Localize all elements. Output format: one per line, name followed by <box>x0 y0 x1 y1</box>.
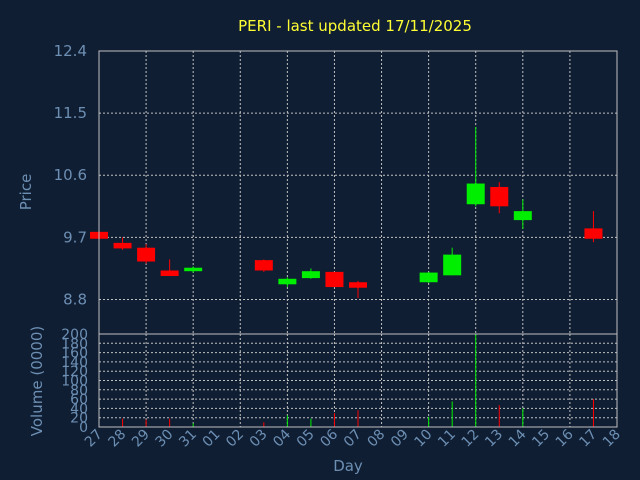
day-tick-label: 29 <box>129 427 153 451</box>
candles <box>90 126 603 299</box>
chart-title: PERI - last updated 17/11/2025 <box>238 17 472 35</box>
volume-tick-label: 200 <box>61 327 88 343</box>
candle-body <box>513 211 532 221</box>
price-tick-labels: 12.4 11.5 10.6 9.7 8.8 <box>54 42 87 308</box>
candle-body <box>278 278 297 285</box>
day-tick-label: 08 <box>364 427 388 451</box>
day-tick-labels: 27 28 29 30 31 01 02 03 04 05 06 07 08 09 10 11 12 13 14 15… <box>82 426 624 450</box>
day-tick-label: 30 <box>153 427 177 451</box>
day-tick-label: 07 <box>341 427 365 451</box>
day-tick-label: 11 <box>435 427 459 451</box>
day-tick-label: 12 <box>459 427 483 451</box>
candle-body <box>113 242 132 249</box>
day-tick-label: 05 <box>294 427 318 451</box>
candle-body <box>443 254 462 276</box>
day-tick-label: 16 <box>553 426 577 450</box>
candle-body <box>466 183 485 205</box>
candle-body <box>419 272 438 283</box>
price-axis-label: Price <box>17 174 35 211</box>
candle-body <box>490 186 509 207</box>
candle-body <box>184 267 203 272</box>
volume-tick-label: 140 <box>61 355 88 371</box>
day-tick-label: 31 <box>176 427 200 451</box>
day-tick-label: 03 <box>247 427 271 451</box>
volume-tick-label: 120 <box>61 364 88 380</box>
candle-body <box>325 271 344 288</box>
candle-body <box>301 271 320 279</box>
candle-body <box>160 270 179 277</box>
day-tick-label: 15 <box>529 427 553 451</box>
day-tick-label: 01 <box>200 427 224 451</box>
price-tick-label: 12.4 <box>54 42 87 60</box>
price-tick-label: 9.7 <box>63 228 87 246</box>
day-tick-label: 02 <box>223 427 247 451</box>
volume-plot-frame <box>98 333 618 428</box>
day-tick-label: 17 <box>576 427 600 451</box>
volume-tick-label: 100 <box>61 374 88 390</box>
candle-body <box>254 260 273 271</box>
x-axis-label: Day <box>333 457 363 475</box>
day-tick-label: 10 <box>412 427 436 451</box>
volume-tick-label: 80 <box>70 383 88 399</box>
volume-tick-label: 0 <box>79 420 88 436</box>
candle-body <box>137 247 156 262</box>
day-tick-label: 14 <box>506 426 530 450</box>
day-tick-label: 06 <box>317 426 341 450</box>
volume-tick-label: 20 <box>70 411 88 427</box>
volume-tick-label: 40 <box>70 401 88 417</box>
day-tick-label: 18 <box>600 427 624 451</box>
volume-axis-label: Volume (0000) <box>28 326 46 436</box>
volume-tick-label: 60 <box>70 392 88 408</box>
candle-body <box>584 228 603 239</box>
candle-body <box>349 282 367 288</box>
day-tick-label: 09 <box>388 427 412 451</box>
price-tick-label: 8.8 <box>63 290 87 308</box>
volume-tick-label: 160 <box>61 346 88 362</box>
volume-tick-label: 180 <box>61 336 88 352</box>
volume-bars <box>98 334 594 427</box>
price-tick-label: 10.6 <box>54 166 87 184</box>
day-tick-label: 04 <box>270 426 294 450</box>
day-tick-label: 28 <box>105 427 129 451</box>
day-tick-label: 13 <box>482 427 506 451</box>
price-tick-label: 11.5 <box>54 104 87 122</box>
